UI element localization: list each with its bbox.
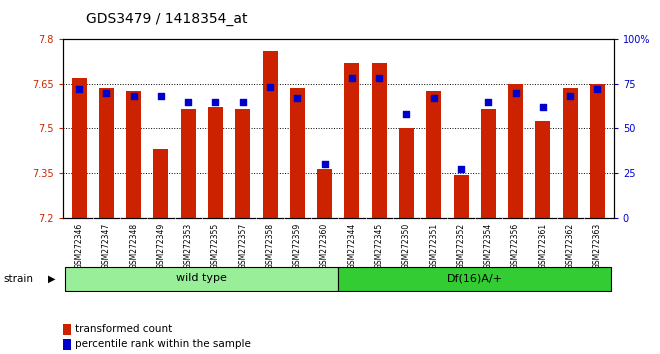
Point [428,95,439,101]
Text: GSM272349: GSM272349 [156,223,166,269]
Text: GSM272357: GSM272357 [238,223,248,269]
Point [374,75,385,81]
Point [128,93,139,99]
Point [238,99,248,104]
Point [183,99,193,104]
Text: GSM272350: GSM272350 [402,223,411,269]
Text: GSM272351: GSM272351 [429,223,438,269]
Bar [399,129,414,218]
Text: wild type: wild type [176,273,227,283]
Bar [453,175,469,218]
Text: GSM272353: GSM272353 [183,223,193,269]
Bar [208,108,223,218]
Text: GSM272352: GSM272352 [457,223,465,269]
Bar [153,149,168,218]
Text: GSM272362: GSM272362 [566,223,575,269]
Text: ▶: ▶ [48,274,55,284]
Text: GSM272360: GSM272360 [320,223,329,269]
Text: Df(16)A/+: Df(16)A/+ [447,273,503,283]
Bar [263,51,278,218]
Text: GSM272347: GSM272347 [102,223,111,269]
Point [101,90,112,96]
Text: strain: strain [3,274,33,284]
Point [346,75,357,81]
Bar [235,109,250,218]
Text: GSM272355: GSM272355 [211,223,220,269]
Bar [562,88,578,218]
Point [483,99,494,104]
Text: GSM272359: GSM272359 [293,223,302,269]
Point [265,84,275,90]
Text: GSM272354: GSM272354 [484,223,493,269]
Bar [99,88,114,218]
Bar [345,63,360,218]
Point [156,93,166,99]
Bar [338,267,611,291]
Text: transformed count: transformed count [75,324,172,333]
Text: GSM272344: GSM272344 [347,223,356,269]
Text: GSM272348: GSM272348 [129,223,138,269]
Text: GSM272358: GSM272358 [265,223,275,269]
Point [510,90,521,96]
Bar [508,84,523,218]
Bar [126,91,141,218]
Point [401,111,412,117]
Point [565,93,576,99]
Text: GDS3479 / 1418354_at: GDS3479 / 1418354_at [86,12,248,27]
Bar [590,84,605,218]
Bar [535,121,550,218]
Text: GSM272356: GSM272356 [511,223,520,269]
Bar [65,267,338,291]
Text: GSM272363: GSM272363 [593,223,602,269]
Text: percentile rank within the sample: percentile rank within the sample [75,339,250,349]
Bar [426,91,442,218]
Point [319,161,330,167]
Bar [71,78,86,218]
Bar [480,109,496,218]
Bar [372,63,387,218]
Text: GSM272346: GSM272346 [75,223,84,269]
Point [592,86,603,92]
Point [292,95,302,101]
Point [456,167,467,172]
Text: GSM272345: GSM272345 [375,223,383,269]
Point [538,104,548,110]
Bar [317,169,332,218]
Point [74,86,84,92]
Text: GSM272361: GSM272361 [539,223,547,269]
Point [210,99,220,104]
Bar [181,109,196,218]
Bar [290,88,305,218]
